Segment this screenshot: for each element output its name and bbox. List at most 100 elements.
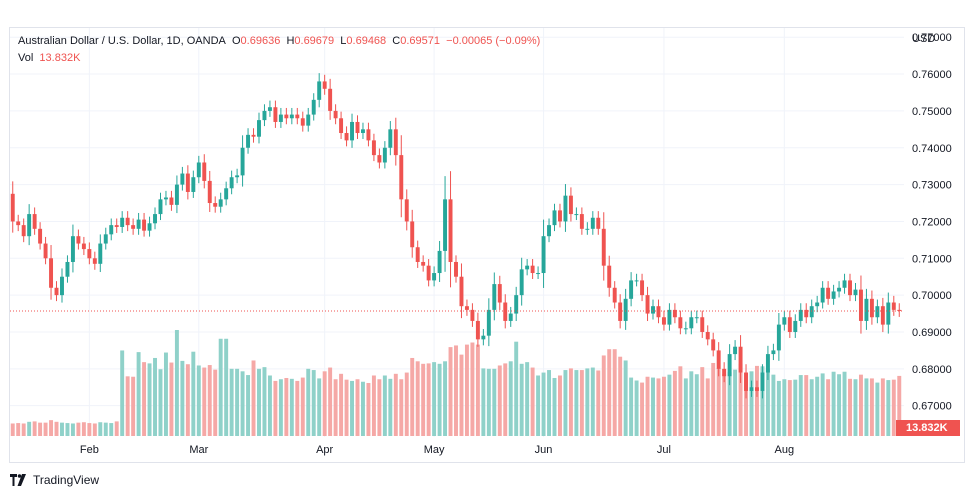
candle-body	[196, 162, 201, 178]
volume-bar	[826, 379, 831, 436]
candle-body	[350, 121, 354, 141]
volume-bar	[601, 355, 606, 436]
volume-bar	[875, 382, 880, 436]
volume-bar	[344, 379, 349, 436]
currency-label[interactable]: USD	[912, 33, 936, 45]
candle-body	[536, 273, 541, 275]
time-axis[interactable]: Feb Mar Apr May Jun Jul Aug	[80, 444, 794, 456]
volume-bar	[399, 379, 404, 436]
volume-bar	[519, 363, 524, 436]
volume-bar	[574, 370, 579, 436]
volume-key[interactable]: Vol	[18, 52, 34, 64]
volume-bar	[793, 379, 798, 436]
volume-bar	[295, 380, 300, 436]
volume-bar	[267, 375, 272, 436]
candle-body	[525, 265, 530, 270]
time-tick-label: Mar	[189, 444, 208, 456]
candle-body	[120, 217, 125, 227]
volume-bar	[32, 421, 37, 436]
candle-body	[514, 295, 519, 314]
volume-bar	[65, 423, 70, 436]
candles	[10, 73, 902, 399]
volume-bar	[251, 360, 256, 436]
candle-body	[306, 114, 311, 126]
candle-body	[366, 129, 371, 141]
volume-bar	[755, 365, 759, 436]
candle-body	[585, 228, 590, 230]
candle-body	[716, 350, 721, 369]
volume-bar	[339, 373, 344, 436]
candle-body	[344, 133, 349, 141]
volume-bar	[185, 364, 190, 436]
tradingview-branding[interactable]: TradingView	[10, 473, 99, 487]
candle-body	[826, 287, 831, 299]
volume-bar	[246, 375, 251, 436]
candle-body	[257, 120, 261, 137]
volume-bar	[284, 377, 289, 436]
volume-bar	[60, 422, 64, 436]
volume-bar	[464, 344, 469, 436]
candlestick-chart[interactable]: 0.77000 0.76000 0.75000 0.74000 0.73000 0.720…	[0, 0, 979, 465]
close-value: 0.69571	[400, 35, 441, 47]
volume-bar	[869, 378, 874, 436]
volume-bar	[618, 356, 623, 436]
volume-bar	[738, 363, 743, 436]
candle-body	[667, 309, 672, 325]
candle-body	[793, 320, 798, 332]
candle-body	[568, 195, 573, 215]
price-tick-label: 0.67000	[912, 401, 952, 413]
candle-body	[131, 225, 136, 229]
candle-body	[81, 243, 86, 250]
volume-bar	[820, 373, 825, 436]
volume-bar	[760, 366, 765, 436]
volume-bar	[765, 369, 770, 436]
volume-bar	[514, 341, 519, 436]
candle-body	[360, 129, 365, 134]
price-tick-label: 0.74000	[912, 143, 952, 155]
candle-body	[284, 114, 289, 119]
candle-body	[820, 287, 825, 303]
candle-body	[672, 309, 677, 318]
volume-bar	[661, 376, 666, 436]
candle-body	[541, 236, 546, 274]
volume-bar	[421, 363, 426, 436]
candle-body	[815, 302, 820, 307]
price-tick-label: 0.76000	[912, 69, 952, 81]
volume-bar	[815, 376, 820, 436]
volume-bar	[634, 380, 639, 436]
volume-bar	[317, 378, 322, 436]
volume-bar	[49, 420, 54, 436]
volume-bar	[142, 362, 147, 436]
candle-body	[43, 243, 48, 259]
candle-body	[371, 140, 376, 156]
volume-bar	[683, 378, 688, 436]
symbol-title[interactable]: Australian Dollar / U.S. Dollar, 1D, OAN…	[18, 35, 226, 47]
low-key: L	[340, 35, 347, 47]
volume-bar	[114, 421, 119, 436]
candle-body	[497, 284, 502, 303]
volume-bar	[678, 366, 683, 436]
volume-bar	[350, 380, 354, 436]
candle-body	[700, 317, 705, 332]
volume-bar	[262, 367, 267, 436]
candle-body	[229, 177, 234, 189]
candle-body	[831, 291, 836, 299]
candle-body	[503, 302, 508, 321]
candle-body	[421, 261, 426, 266]
candle-body	[92, 258, 97, 264]
time-tick-label: Jun	[535, 444, 553, 456]
volume-bar	[858, 374, 863, 436]
candle-body	[880, 306, 885, 325]
candle-body	[10, 193, 15, 222]
price-axis[interactable]: 0.77000 0.76000 0.75000 0.74000 0.73000 0.720…	[912, 32, 952, 412]
open-key: O	[231, 35, 241, 47]
open-value: 0.69636	[240, 35, 281, 47]
candle-body	[891, 302, 896, 310]
volume-bar	[360, 381, 365, 436]
candle-body	[103, 234, 108, 244]
volume-bar	[579, 370, 584, 436]
candle-body	[114, 225, 119, 227]
volume-bar	[547, 370, 552, 436]
volume-bar	[21, 423, 26, 436]
candle-body	[601, 228, 606, 266]
